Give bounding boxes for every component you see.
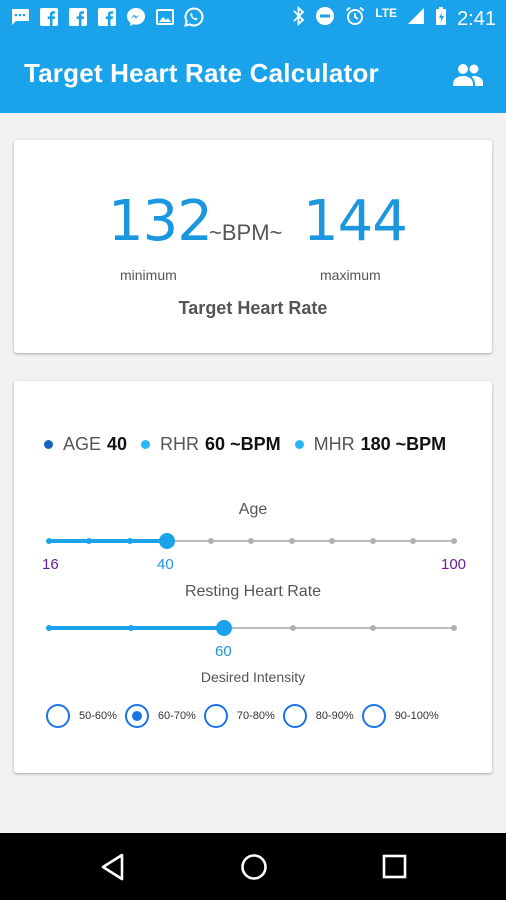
legend-rhr: RHR 60 ~BPM: [141, 434, 281, 455]
maximum-label: maximum: [320, 267, 381, 283]
age-value-label: 40: [157, 556, 174, 573]
age-slider-fill: [49, 539, 167, 543]
rhr-slider-tick: [128, 625, 134, 631]
app-bar: Target Heart Rate Calculator: [0, 36, 506, 113]
age-slider-tick: [46, 538, 52, 544]
facebook-icon: [68, 7, 88, 27]
resting-heart-rate-slider[interactable]: [46, 616, 457, 640]
intensity-option-label: 90-100%: [394, 710, 439, 722]
radio-circle-checked[interactable]: [124, 704, 149, 728]
age-min-label: 16: [42, 556, 59, 573]
target-heart-rate-title: Target Heart Rate: [178, 298, 328, 318]
age-dot-icon: [44, 440, 53, 449]
target-heart-rate-card: 132 ~BPM~ 144 minimum maximum Target Hea…: [14, 140, 492, 353]
age-slider-tick: [289, 538, 295, 544]
back-icon[interactable]: [100, 853, 126, 886]
age-slider-tick: [451, 538, 457, 544]
home-icon[interactable]: [240, 853, 268, 886]
message-icon: [10, 7, 30, 27]
intensity-option-60-70[interactable]: 60-70%: [124, 704, 196, 728]
rhr-slider-tick: [46, 625, 52, 631]
rhr-legend-value: 60 ~BPM: [205, 434, 281, 454]
rhr-legend-label: RHR: [160, 434, 200, 454]
age-slider-tick: [208, 538, 214, 544]
messenger-icon: [126, 7, 146, 27]
whatsapp-icon: [184, 7, 204, 27]
intensity-option-label: 70-80%: [236, 710, 275, 722]
navigation-bar: [0, 833, 506, 900]
intensity-option-label: 50-60%: [79, 710, 117, 722]
rhr-slider-tick: [290, 625, 296, 631]
age-slider-tick: [370, 538, 376, 544]
intensity-radio-group: 50-60% 60-70% 70-80% 80-90% 90-100%: [46, 704, 447, 728]
clock: 2:41: [457, 7, 496, 30]
age-max-label: 100: [441, 556, 467, 573]
rhr-slider-tick: [451, 625, 457, 631]
rhr-slider-track: [49, 627, 454, 629]
rhr-value-label: 60: [215, 643, 232, 660]
bpm-separator: ~BPM~: [209, 220, 283, 245]
network-type: LTE: [375, 6, 398, 20]
mhr-legend-label: MHR: [313, 434, 355, 454]
facebook-icon: [97, 7, 117, 27]
max-bpm-value: 144: [303, 189, 408, 254]
age-slider-tick: [248, 538, 254, 544]
minimum-label: minimum: [120, 267, 177, 283]
app-title: Target Heart Rate Calculator: [24, 58, 379, 88]
image-icon: [155, 7, 175, 27]
intensity-option-80-90[interactable]: 80-90%: [282, 704, 354, 728]
intensity-option-50-60[interactable]: 50-60%: [46, 704, 117, 728]
intensity-option-label: 80-90%: [315, 710, 354, 722]
facebook-icon: [39, 7, 59, 27]
intensity-option-70-80[interactable]: 70-80%: [203, 704, 275, 728]
intensity-label: Desired Intensity: [200, 669, 306, 685]
battery-icon: [435, 6, 447, 32]
legend-age: AGE 40: [44, 434, 127, 455]
system-icons: LTE 2:41: [293, 5, 496, 32]
inputs-card: AGE 40 RHR 60 ~BPM MHR 180 ~BPM Age 16 4…: [14, 381, 492, 773]
age-slider-thumb[interactable]: [159, 533, 175, 549]
rhr-slider-tick: [370, 625, 376, 631]
do-not-disturb-icon: [315, 6, 335, 32]
age-slider[interactable]: [46, 529, 457, 553]
intensity-option-label: 60-70%: [157, 710, 196, 722]
rhr-slider-label: Resting Heart Rate: [184, 583, 322, 600]
age-slider-tick: [329, 538, 335, 544]
mhr-legend-value: 180 ~BPM: [360, 434, 447, 454]
signal-icon: [407, 7, 425, 31]
age-slider-tick: [410, 538, 416, 544]
rhr-slider-thumb[interactable]: [216, 620, 232, 636]
notification-icons: [10, 7, 204, 27]
radio-circle[interactable]: [46, 704, 70, 728]
rhr-slider-fill: [49, 626, 224, 630]
radio-circle[interactable]: [361, 704, 386, 728]
age-legend-label: AGE: [63, 434, 102, 454]
alarm-icon: [345, 6, 365, 32]
intensity-option-90-100[interactable]: 90-100%: [361, 704, 439, 728]
min-bpm-value: 132: [108, 189, 213, 254]
recent-apps-icon[interactable]: [382, 854, 408, 885]
bluetooth-icon: [293, 5, 305, 32]
radio-circle[interactable]: [203, 704, 228, 728]
legend-mhr: MHR 180 ~BPM: [294, 434, 447, 455]
age-slider-tick: [86, 538, 92, 544]
summary-legend: AGE 40 RHR 60 ~BPM MHR 180 ~BPM: [44, 434, 446, 455]
rhr-dot-icon: [141, 440, 151, 449]
age-slider-label: Age: [238, 501, 268, 518]
radio-circle[interactable]: [282, 704, 307, 728]
mhr-dot-icon: [294, 440, 304, 449]
people-icon[interactable]: [452, 60, 484, 90]
age-slider-tick: [127, 538, 133, 544]
age-legend-value: 40: [107, 434, 128, 454]
status-bar: LTE 2:41: [0, 0, 506, 36]
